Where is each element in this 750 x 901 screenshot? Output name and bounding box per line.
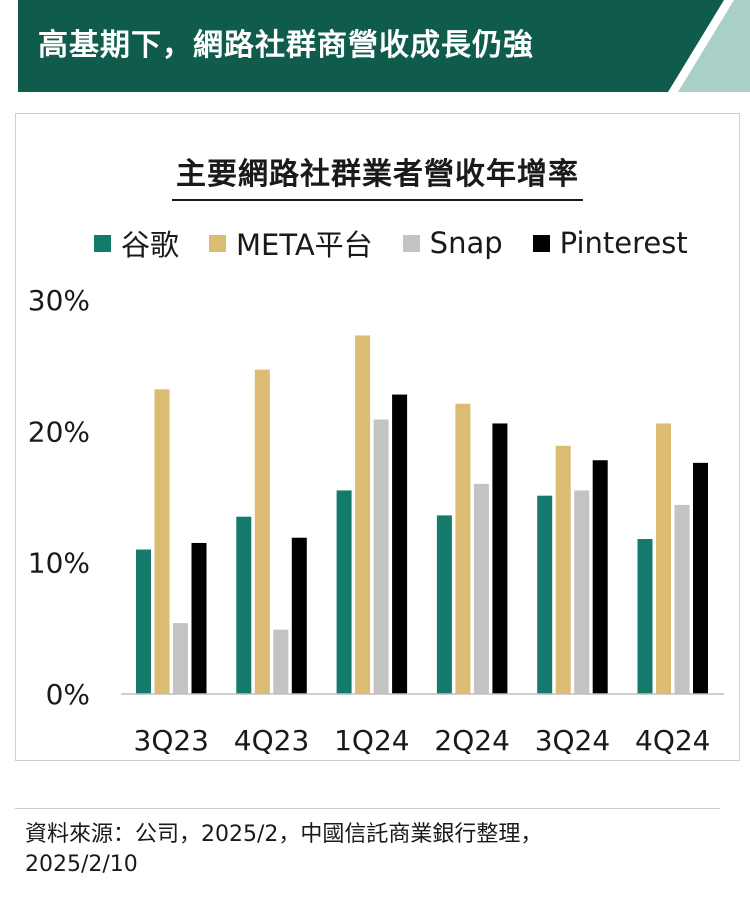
bar-snap-2Q24 xyxy=(473,483,489,694)
bar-meta-1Q24 xyxy=(355,335,371,694)
footer-divider xyxy=(15,808,720,809)
bar-chart: 0% 10% 20% 30% 3Q23 4Q23 1Q24 2Q24 3Q24 4Q24 xyxy=(28,284,724,757)
bar-pinterest-3Q24 xyxy=(592,460,608,694)
banner-background xyxy=(18,0,750,92)
legend-swatch-snap xyxy=(402,234,420,252)
source-note: 資料來源：公司，2025/2，中國信託商業銀行整理， 2025/2/10 xyxy=(25,820,705,880)
legend-swatch-meta xyxy=(209,234,227,252)
legend-item-snap: Snap xyxy=(402,226,503,260)
bar-google-4Q23 xyxy=(236,516,252,694)
source-line-1: 資料來源：公司，2025/2，中國信託商業銀行整理， xyxy=(25,822,543,847)
legend-label-snap: Snap xyxy=(429,226,503,260)
bar-snap-3Q23 xyxy=(173,623,188,694)
legend-swatch-pinterest xyxy=(532,234,550,252)
bar-google-3Q24 xyxy=(537,495,553,694)
y-tick-label: 30% xyxy=(28,284,90,317)
bar-snap-3Q24 xyxy=(574,490,590,694)
x-tick-label: 3Q24 xyxy=(535,724,610,757)
y-tick-label: 10% xyxy=(28,547,90,580)
y-tick-label: 0% xyxy=(46,678,90,711)
bar-pinterest-4Q23 xyxy=(291,537,307,694)
chart-legend: 谷歌 META平台 Snap Pinterest xyxy=(94,222,688,264)
bar-snap-4Q24 xyxy=(674,504,690,694)
x-tick-label: 4Q23 xyxy=(234,724,309,757)
legend-item-google: 谷歌 xyxy=(94,222,179,264)
bar-meta-2Q24 xyxy=(455,403,471,694)
bar-google-4Q24 xyxy=(637,539,653,694)
bar-meta-4Q24 xyxy=(656,423,671,694)
bar-google-2Q24 xyxy=(436,515,452,694)
x-tick-label: 1Q24 xyxy=(334,724,409,757)
bar-pinterest-3Q23 xyxy=(191,542,207,694)
chart-panel: 主要網路社群業者營收年增率 谷歌 META平台 Snap Pinterest 0… xyxy=(15,113,740,761)
bar-google-1Q24 xyxy=(336,490,352,694)
bar-snap-1Q24 xyxy=(373,419,389,694)
source-line-2: 2025/2/10 xyxy=(25,852,138,877)
legend-label-meta: META平台 xyxy=(236,228,373,262)
bar-snap-4Q23 xyxy=(273,629,289,694)
legend-label-google: 谷歌 xyxy=(121,228,180,262)
bar-pinterest-1Q24 xyxy=(392,394,408,694)
bar-meta-3Q23 xyxy=(154,389,170,694)
bar-meta-3Q24 xyxy=(555,445,571,694)
bar-pinterest-4Q24 xyxy=(693,462,708,694)
legend-item-pinterest: Pinterest xyxy=(532,226,688,260)
bar-pinterest-2Q24 xyxy=(492,423,508,694)
chart-title: 主要網路社群業者營收年增率 xyxy=(172,149,583,201)
x-tick-label: 4Q24 xyxy=(635,724,710,757)
x-tick-label: 2Q24 xyxy=(434,724,509,757)
legend-item-meta: META平台 xyxy=(209,222,373,264)
legend-swatch-google xyxy=(94,234,111,252)
legend-label-pinterest: Pinterest xyxy=(559,226,688,260)
x-tick-label: 3Q23 xyxy=(134,724,209,757)
header-banner: 高基期下，網路社群商營收成長仍強 xyxy=(18,0,750,92)
y-tick-label: 20% xyxy=(28,415,90,448)
bar-meta-4Q23 xyxy=(254,369,270,694)
bar-google-3Q23 xyxy=(136,549,151,694)
page-title: 高基期下，網路社群商營收成長仍強 xyxy=(38,28,534,63)
